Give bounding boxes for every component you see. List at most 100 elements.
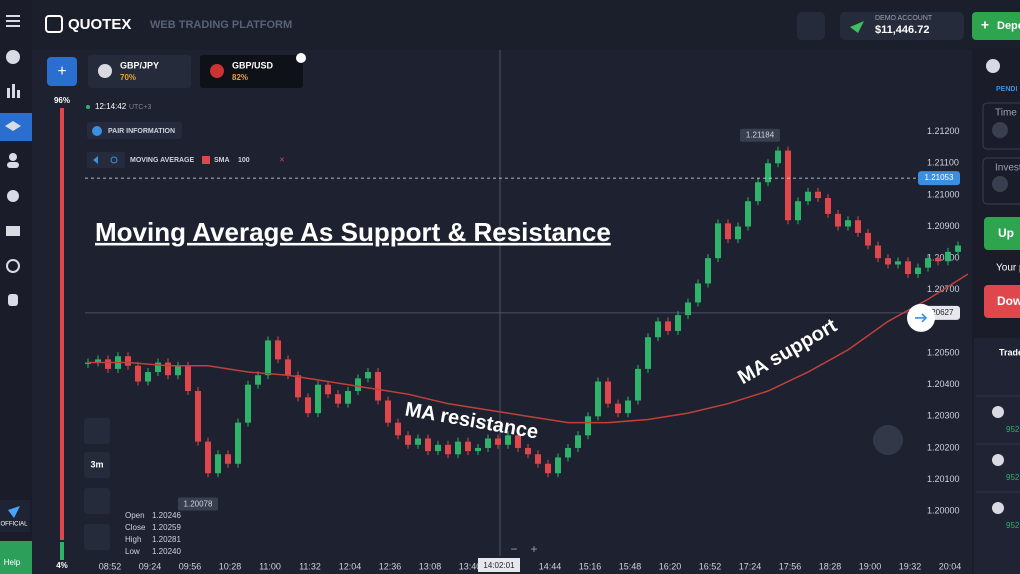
deposit-plus: +	[981, 17, 989, 33]
x-tick-label: 16:20	[659, 561, 682, 571]
candle	[525, 447, 531, 455]
candle	[725, 223, 731, 240]
minus-button[interactable]	[992, 176, 1008, 192]
flag	[992, 454, 1004, 466]
candle	[765, 163, 771, 183]
indicator-color	[202, 156, 210, 164]
candle	[345, 391, 351, 404]
minus-button[interactable]	[992, 122, 1008, 138]
x-tick-label: 15:16	[579, 561, 602, 571]
notifications[interactable]	[797, 12, 825, 40]
close-tab[interactable]	[296, 53, 306, 63]
current-price: 1.21053	[925, 173, 954, 182]
x-tick-label: 18:28	[819, 561, 842, 571]
candle	[555, 457, 561, 474]
ohlc-key: Open	[125, 511, 145, 520]
candle	[305, 397, 311, 414]
official-label: OFFICIAL	[0, 522, 28, 528]
sentiment-down: 4%	[56, 561, 68, 570]
candle	[375, 372, 381, 401]
ohlc-key: High	[125, 535, 141, 544]
sidebar-icons[interactable]	[5, 15, 21, 306]
x-tick-label: 14:44	[539, 561, 562, 571]
candle	[585, 416, 591, 436]
candle	[715, 223, 721, 259]
asset-payout: 70%	[120, 73, 136, 82]
candle	[235, 422, 241, 464]
remove-indicator[interactable]: ×	[279, 154, 284, 164]
candle	[955, 245, 961, 252]
candle	[835, 213, 841, 227]
x-tick-label: 17:24	[739, 561, 762, 571]
up-button[interactable]	[984, 217, 1020, 250]
current-price-badge	[918, 171, 960, 186]
candle	[945, 251, 951, 262]
account-box[interactable]	[840, 12, 964, 40]
add-asset[interactable]	[47, 57, 77, 86]
candle	[895, 261, 901, 265]
candle	[705, 258, 711, 284]
candle	[665, 321, 671, 331]
invest-box[interactable]	[982, 157, 1020, 205]
high-marker-bg	[740, 128, 780, 142]
balance: $11,446.72	[875, 24, 929, 36]
candle	[475, 447, 481, 452]
indicator-name: MOVING AVERAGE	[130, 157, 195, 164]
candle	[615, 403, 621, 414]
indicator-controls[interactable]	[87, 152, 125, 168]
clock: 12:14:42	[95, 102, 127, 111]
x-tick-label: 16:52	[699, 561, 722, 571]
help-button[interactable]	[0, 541, 32, 574]
candle	[455, 441, 461, 455]
x-tick-label: 15:48	[619, 561, 642, 571]
candle	[395, 422, 401, 436]
x-tick-label: 09:56	[179, 561, 202, 571]
flag	[992, 502, 1004, 514]
candle	[535, 454, 541, 464]
trades-list: 952 952 952	[976, 395, 1020, 530]
pair-info-label: PAIR INFORMATION	[108, 128, 175, 135]
x-tick-label: 13:08	[419, 561, 442, 571]
ohlc-panel: Open 1.20246 Close 1.20259 High 1.20281 Low 1.2…	[125, 511, 181, 556]
asset-name: GBP/USD	[232, 60, 274, 70]
time-box[interactable]	[982, 102, 1020, 150]
candle	[625, 400, 631, 414]
scroll-button[interactable]	[873, 425, 903, 455]
zoom-in[interactable]: +	[530, 542, 537, 556]
candle	[385, 400, 391, 423]
sidebar	[0, 0, 32, 574]
asset-tab[interactable]	[88, 55, 191, 88]
x-tick-label: 11:32	[299, 561, 321, 571]
candle	[135, 365, 141, 382]
candle	[675, 315, 681, 331]
trade-amount: 952	[1006, 521, 1020, 530]
candle	[495, 438, 501, 445]
sentiment-bar-up	[60, 108, 64, 540]
candle	[435, 444, 441, 452]
candle	[465, 441, 471, 452]
ohlc-value: 1.20246	[152, 511, 181, 520]
candle	[785, 150, 791, 221]
x-tick-label: 20:04	[939, 561, 962, 571]
chart-type-tool[interactable]	[84, 488, 110, 514]
timeframe-tool[interactable]	[84, 452, 110, 478]
asset-tab-active[interactable]	[200, 55, 303, 88]
candle	[925, 258, 931, 268]
deposit-button[interactable]	[972, 12, 1020, 40]
candle	[655, 321, 661, 338]
indicator-tool[interactable]	[84, 524, 110, 550]
candle	[195, 391, 201, 442]
x-tick-label: 19:00	[859, 561, 882, 571]
zoom-out[interactable]: −	[510, 542, 517, 556]
candle	[575, 435, 581, 448]
pending-label[interactable]: PENDI	[996, 86, 1017, 93]
candle	[515, 435, 521, 448]
pair-info[interactable]	[87, 122, 182, 139]
down-button[interactable]	[984, 285, 1020, 318]
candle	[255, 375, 261, 385]
candle	[635, 368, 641, 401]
candle	[795, 201, 801, 221]
candle	[225, 454, 231, 464]
timezone: UTC+3	[129, 104, 151, 111]
draw-tool[interactable]	[84, 418, 110, 444]
